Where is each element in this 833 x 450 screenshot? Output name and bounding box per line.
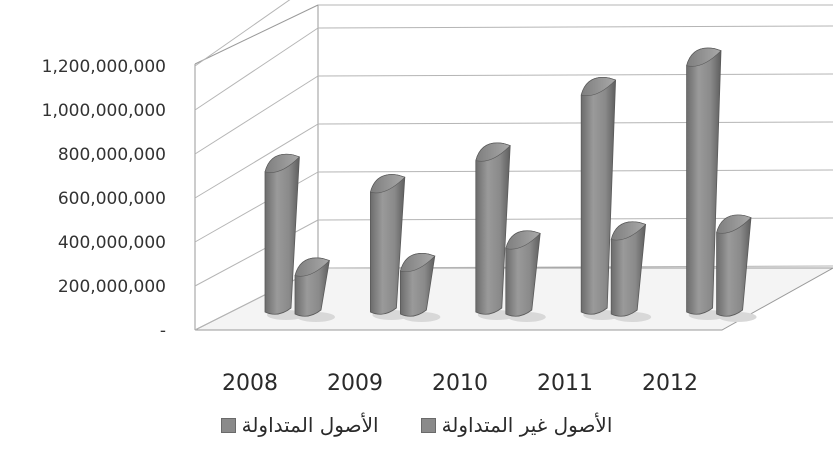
gridline-side xyxy=(194,75,319,155)
bar-series1-2009 xyxy=(370,174,411,320)
legend-swatch-noncurrent xyxy=(420,417,436,433)
bar-series2-2009 xyxy=(400,253,441,322)
y-tick-label: 200,000,000 xyxy=(58,277,166,297)
gridline-back xyxy=(317,73,833,77)
x-tick-label: 2009 xyxy=(327,371,383,396)
bar-series2-2012 xyxy=(716,214,757,322)
bar-series2-2010 xyxy=(505,230,546,322)
y-tick-label: 1,200,000,000 xyxy=(42,57,166,77)
bar-top xyxy=(716,214,752,234)
x-tick-label: 2011 xyxy=(537,371,593,396)
legend: الأصول غير المتداولة الأصول المتداولة xyxy=(0,408,833,442)
bar-series2-2011 xyxy=(610,221,652,322)
legend-item-noncurrent: الأصول غير المتداولة xyxy=(420,408,613,442)
x-axis-ticks: 2008 2009 2010 2011 2012 xyxy=(222,371,698,396)
y-tick-label: 600,000,000 xyxy=(58,189,166,209)
bar-top xyxy=(400,253,436,273)
bar-series1-2008 xyxy=(264,153,305,320)
y-tick-label: 800,000,000 xyxy=(58,145,166,165)
bar-top xyxy=(294,257,330,277)
gridline-back xyxy=(317,25,833,29)
bar-series2-2008 xyxy=(294,257,335,322)
bar-top xyxy=(505,230,541,250)
gridline-side xyxy=(194,27,319,111)
gridline-side xyxy=(194,171,319,243)
y-tick-label: 1,000,000,000 xyxy=(42,101,166,121)
side-wall-top-edge xyxy=(194,4,319,65)
bar-top xyxy=(264,153,300,173)
y-tick-label: - xyxy=(160,321,166,341)
legend-label-noncurrent: الأصول غير المتداولة xyxy=(441,413,613,437)
legend-item-current: الأصول المتداولة xyxy=(220,408,379,442)
gridline-side xyxy=(194,0,291,67)
bar-series1-2010 xyxy=(475,142,516,320)
gridline-back xyxy=(317,169,833,173)
x-tick-label: 2008 xyxy=(222,371,278,396)
x-tick-label: 2012 xyxy=(642,371,698,396)
bars xyxy=(264,47,757,322)
x-tick-label: 2010 xyxy=(432,371,488,396)
bar-top xyxy=(686,47,722,67)
bar-top xyxy=(475,142,511,162)
gridline-side xyxy=(194,219,319,287)
bar-top xyxy=(370,174,406,194)
bar-series1-2012 xyxy=(686,47,727,320)
y-axis-ticks: - 200,000,000 400,000,000 600,000,000 800,00… xyxy=(42,57,166,341)
gridline-back xyxy=(317,121,833,125)
bar-top xyxy=(580,77,617,96)
legend-label-current: الأصول المتداولة xyxy=(241,413,379,437)
legend-swatch-current xyxy=(220,417,236,433)
gridline-side xyxy=(194,123,319,199)
bar-top xyxy=(610,221,647,241)
y-tick-label: 400,000,000 xyxy=(58,233,166,253)
